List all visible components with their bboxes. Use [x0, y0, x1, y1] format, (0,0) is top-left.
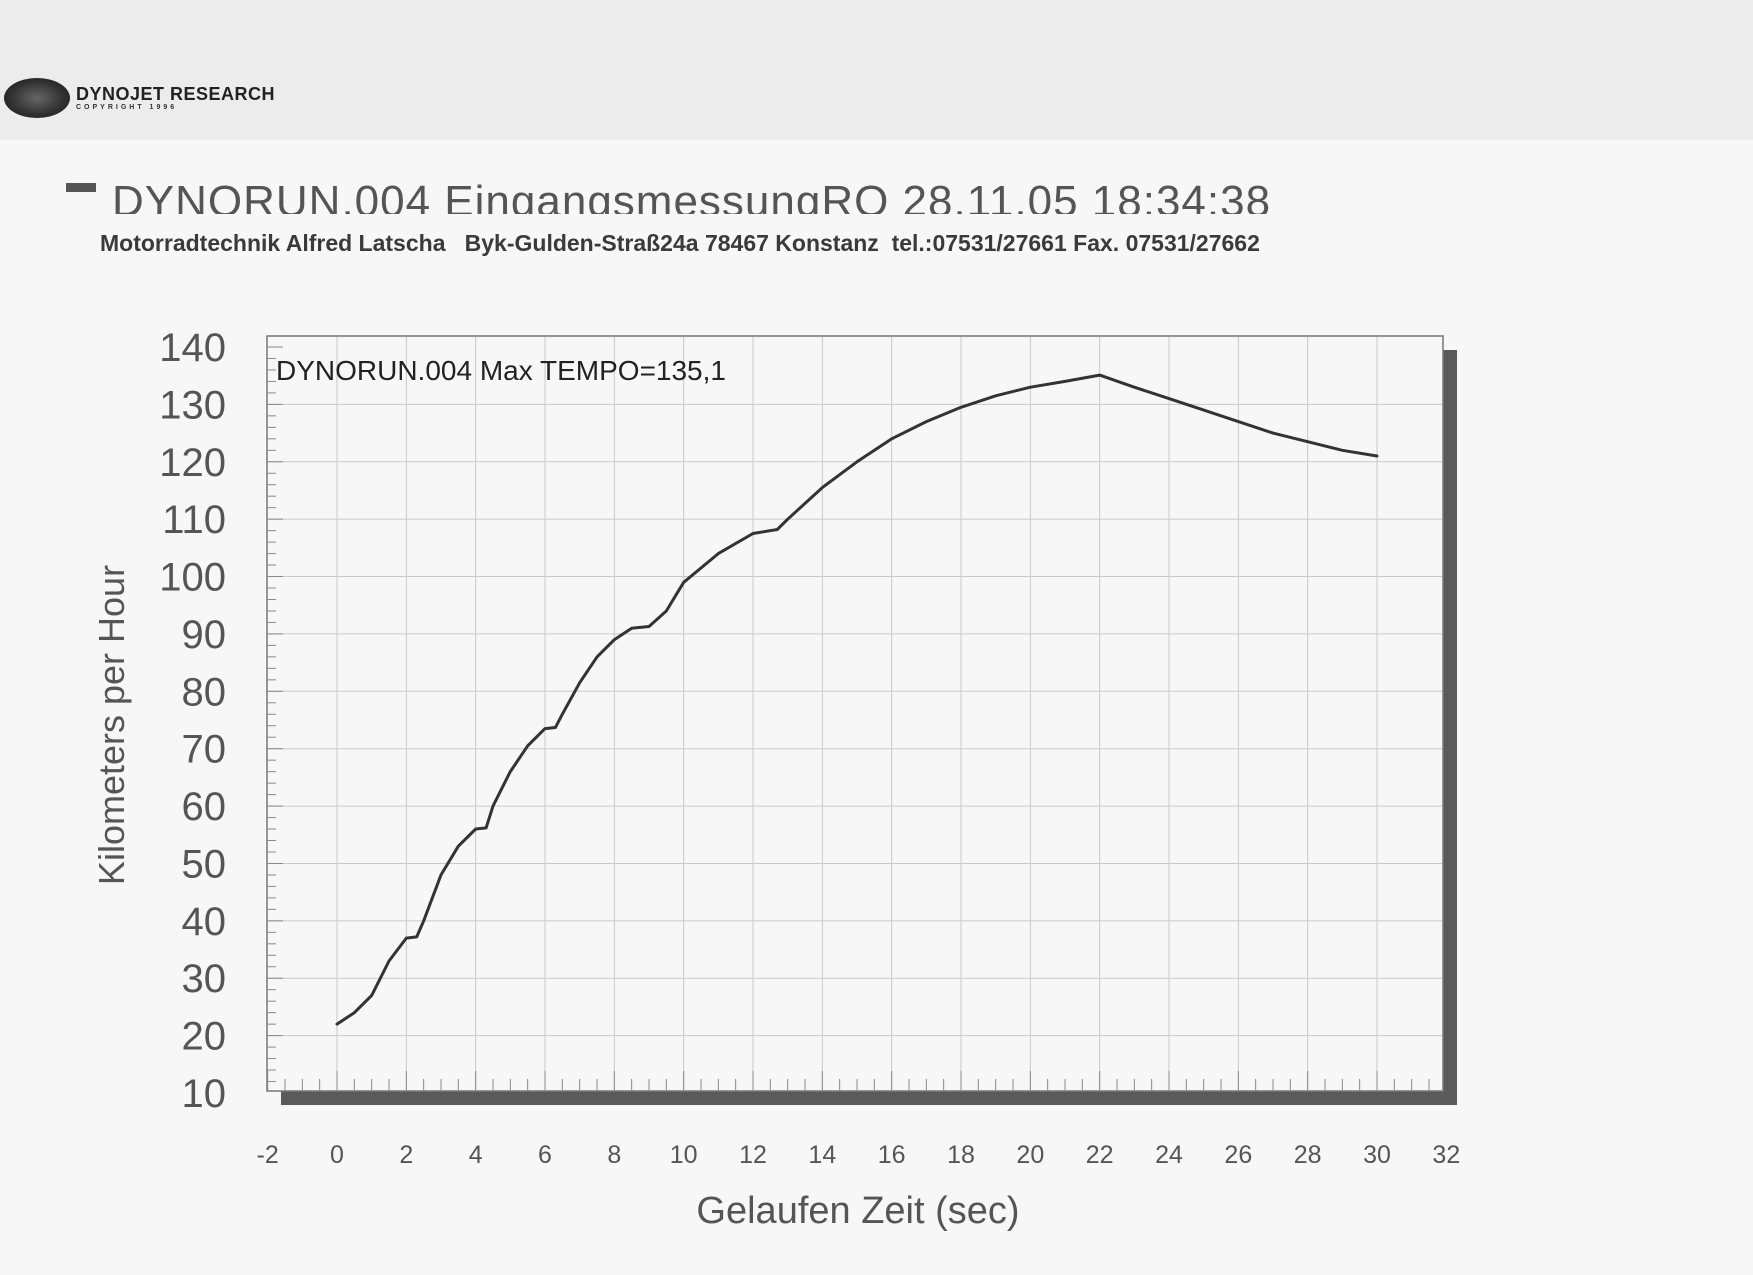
- y-tick-label: 50: [182, 842, 227, 886]
- y-tick-label: 10: [182, 1072, 227, 1116]
- x-tick-label: 4: [469, 1141, 483, 1169]
- run-title: DYNORUN.004 EingangsmessungRO 28.11.05 1…: [112, 178, 1272, 214]
- x-axis-label: Gelaufen Zeit (sec): [696, 1190, 1019, 1232]
- logo-brand: DYNOJET RESEARCH: [76, 84, 276, 104]
- y-tick-label: 40: [182, 900, 227, 944]
- x-tick-label: 32: [1432, 1141, 1460, 1169]
- y-tick-label: 110: [162, 498, 226, 542]
- x-tick-label: 22: [1086, 1141, 1114, 1169]
- y-axis-label: Kilometers per Hour: [91, 565, 132, 885]
- logo-text: DYNOJET RESEARCH COPYRIGHT 1996: [76, 85, 275, 111]
- y-tick-label: 20: [182, 1015, 227, 1059]
- x-tick-label: 30: [1363, 1141, 1391, 1169]
- chart-annotation: DYNORUN.004 Max TEMPO=135,1: [276, 355, 726, 386]
- x-tick-label: 24: [1155, 1141, 1183, 1169]
- y-tick-label: 140: [159, 326, 226, 370]
- shop-address: Motorradtechnik Alfred Latscha Byk-Gulde…: [100, 230, 1260, 256]
- dynojet-logo: DYNOJET RESEARCH COPYRIGHT 1996: [4, 78, 275, 118]
- x-tick-label: 0: [330, 1141, 344, 1169]
- dynojet-emblem-icon: [4, 78, 70, 118]
- legend-swatch: [66, 182, 96, 192]
- x-tick-label: 18: [947, 1141, 975, 1169]
- y-tick-label: 100: [159, 556, 226, 600]
- x-tick-label: 26: [1224, 1141, 1252, 1169]
- run-legend: DYNORUN.004 EingangsmessungRO 28.11.05 1…: [66, 178, 1271, 214]
- y-tick-labels: 10 20 30 40 50 60 70 80 90 100 110 120 130 140: [159, 326, 226, 1116]
- x-tick-label: 10: [670, 1141, 698, 1169]
- x-tick-label: 20: [1016, 1141, 1044, 1169]
- y-tick-label: 30: [182, 957, 227, 1001]
- logo-copyright: COPYRIGHT 1996: [76, 104, 178, 111]
- y-tick-label: 90: [182, 613, 227, 657]
- x-tick-label: 6: [538, 1141, 552, 1169]
- plot-shadow-right: [1443, 350, 1457, 1105]
- y-tick-label: 70: [182, 728, 227, 772]
- x-tick-label: 28: [1294, 1141, 1322, 1169]
- header-strip: [0, 0, 1753, 140]
- y-tick-label: 120: [159, 441, 226, 485]
- x-tick-label: 2: [399, 1141, 413, 1169]
- speed-curve: [335, 373, 1379, 1026]
- y-tick-label: 130: [159, 383, 226, 427]
- grid-layer: [267, 336, 1443, 1091]
- x-tick-labels: -2 0 2 4 6 8 10 12 14 16 18 20 22 24 26 28 30 32: [257, 1141, 1461, 1169]
- y-tick-label: 80: [182, 670, 227, 714]
- plot-frame: [266, 335, 1444, 1092]
- minor-ticks: [267, 346, 1430, 1091]
- x-tick-label: 8: [607, 1141, 621, 1169]
- x-tick-label: 12: [739, 1141, 767, 1169]
- x-tick-label: 16: [878, 1141, 906, 1169]
- plot-shadow-bottom: [281, 1091, 1457, 1105]
- y-tick-label: 60: [182, 785, 227, 829]
- x-tick-label: -2: [257, 1141, 279, 1169]
- x-tick-label: 14: [808, 1141, 836, 1169]
